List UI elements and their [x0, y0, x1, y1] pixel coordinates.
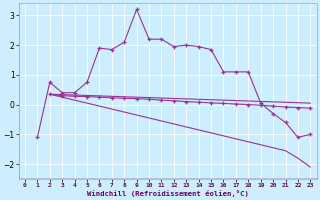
- X-axis label: Windchill (Refroidissement éolien,°C): Windchill (Refroidissement éolien,°C): [87, 190, 249, 197]
